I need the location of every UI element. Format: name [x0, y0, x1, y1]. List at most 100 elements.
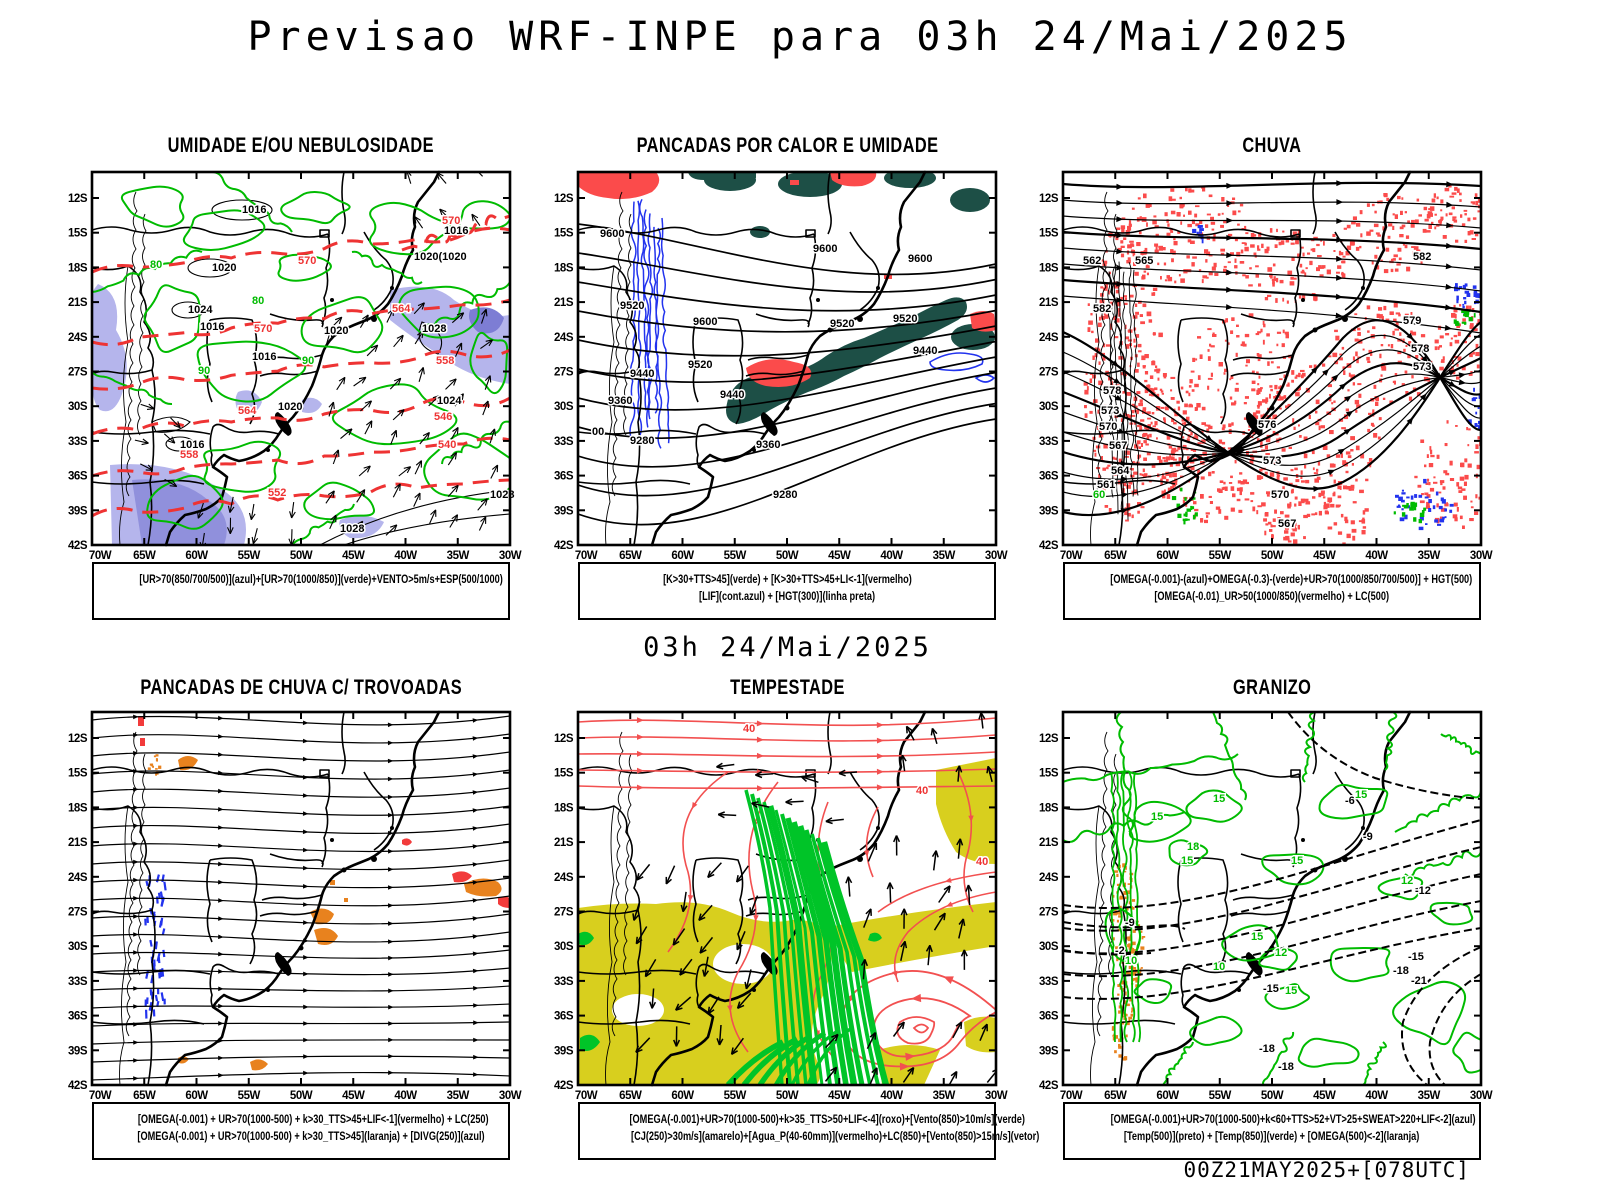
svg-text:-15: -15 — [1408, 951, 1424, 963]
svg-text:36S: 36S — [68, 471, 88, 483]
svg-text:30S: 30S — [1039, 941, 1059, 953]
svg-text:50W: 50W — [776, 550, 799, 562]
svg-text:60W: 60W — [185, 1090, 208, 1102]
panel-title-trovoadas: PANCADAS DE CHUVA C/ TROVOADAS — [140, 676, 462, 699]
caption-trovoadas: [OMEGA(-0.001) + UR>70(1000-500) + k>30_… — [92, 1102, 510, 1160]
svg-text:55W: 55W — [1209, 550, 1232, 562]
svg-text:45W: 45W — [1313, 1090, 1336, 1102]
svg-text:30S: 30S — [68, 941, 88, 953]
svg-text:60W: 60W — [671, 1090, 694, 1102]
svg-text:10: 10 — [1213, 961, 1225, 973]
svg-text:55W: 55W — [724, 1090, 747, 1102]
svg-text:42S: 42S — [68, 540, 88, 552]
svg-text:578: 578 — [1103, 385, 1121, 397]
svg-text:15S: 15S — [1039, 768, 1059, 780]
svg-text:1028: 1028 — [422, 323, 446, 335]
svg-text:-6: -6 — [1345, 795, 1355, 807]
svg-text:30W: 30W — [499, 550, 522, 562]
svg-text:1016: 1016 — [242, 204, 266, 216]
svg-text:561: 561 — [1097, 479, 1115, 491]
svg-text:42S: 42S — [1039, 1080, 1059, 1092]
svg-text:12: 12 — [1275, 947, 1287, 959]
svg-text:45W: 45W — [1313, 550, 1336, 562]
svg-text:60W: 60W — [671, 550, 694, 562]
svg-text:-12: -12 — [1415, 885, 1431, 897]
svg-text:15: 15 — [1355, 789, 1367, 801]
svg-text:36S: 36S — [1039, 471, 1059, 483]
svg-text:33S: 33S — [68, 976, 88, 988]
svg-text:40W: 40W — [880, 1090, 903, 1102]
svg-text:15S: 15S — [68, 768, 88, 780]
svg-text:27S: 27S — [554, 907, 574, 919]
svg-text:579: 579 — [1403, 315, 1421, 327]
svg-text:18S: 18S — [554, 262, 574, 274]
svg-text:30S: 30S — [554, 401, 574, 413]
panel-title-chuva: CHUVA — [1242, 134, 1302, 157]
panel-title-tempestade: TEMPESTADE — [729, 676, 845, 699]
svg-text:70W: 70W — [575, 1090, 598, 1102]
svg-text:42S: 42S — [554, 1080, 574, 1092]
svg-text:564: 564 — [1111, 465, 1130, 477]
svg-text:39S: 39S — [1039, 1045, 1059, 1057]
svg-text:552: 552 — [268, 487, 286, 499]
svg-text:40: 40 — [916, 785, 928, 797]
svg-text:-15: -15 — [1263, 983, 1279, 995]
svg-text:27S: 27S — [1039, 367, 1059, 379]
svg-text:70W: 70W — [1060, 550, 1083, 562]
svg-text:55W: 55W — [724, 550, 747, 562]
svg-text:567: 567 — [1109, 440, 1127, 452]
svg-text:567: 567 — [1278, 518, 1296, 530]
svg-text:-2: -2 — [1115, 945, 1125, 957]
svg-text:21S: 21S — [68, 837, 88, 849]
svg-text:80: 80 — [252, 295, 264, 307]
svg-text:21S: 21S — [554, 297, 574, 309]
svg-text:18S: 18S — [554, 802, 574, 814]
svg-text:24S: 24S — [554, 332, 574, 344]
svg-text:39S: 39S — [68, 1045, 88, 1057]
svg-text:30S: 30S — [68, 401, 88, 413]
svg-text:564: 564 — [238, 405, 257, 417]
svg-text:1020: 1020 — [278, 401, 302, 413]
svg-text:50W: 50W — [290, 550, 313, 562]
svg-text:40W: 40W — [1365, 550, 1388, 562]
svg-text:65W: 65W — [619, 1090, 642, 1102]
svg-text:12S: 12S — [1039, 733, 1059, 745]
svg-text:9600: 9600 — [693, 316, 717, 328]
svg-text:55W: 55W — [1209, 1090, 1232, 1102]
svg-text:00: 00 — [592, 426, 604, 438]
svg-text:582: 582 — [1413, 251, 1431, 263]
humidity-shading-layer — [92, 284, 510, 545]
svg-text:65W: 65W — [133, 550, 156, 562]
svg-text:39S: 39S — [554, 1045, 574, 1057]
svg-text:30S: 30S — [1039, 401, 1059, 413]
svg-text:9600: 9600 — [813, 243, 837, 255]
svg-text:18S: 18S — [68, 262, 88, 274]
svg-text:570: 570 — [254, 323, 272, 335]
svg-text:39S: 39S — [68, 505, 88, 517]
svg-text:65W: 65W — [133, 1090, 156, 1102]
svg-text:21S: 21S — [554, 837, 574, 849]
valid-time-label: 03h 24/Mai/2025 — [643, 632, 932, 663]
svg-text:1024: 1024 — [188, 304, 213, 316]
svg-text:39S: 39S — [1039, 505, 1059, 517]
jet-shading-layer — [578, 758, 996, 1085]
svg-text:36S: 36S — [1039, 1011, 1059, 1023]
svg-text:70W: 70W — [1060, 1090, 1083, 1102]
svg-text:36S: 36S — [554, 471, 574, 483]
svg-text:576: 576 — [1258, 419, 1276, 431]
svg-text:9440: 9440 — [913, 345, 937, 357]
svg-text:24S: 24S — [554, 872, 574, 884]
svg-text:24S: 24S — [1039, 332, 1059, 344]
svg-text:15: 15 — [1151, 811, 1163, 823]
svg-text:33S: 33S — [554, 976, 574, 988]
panel-title-granizo: GRANIZO — [1232, 676, 1312, 699]
svg-text:562: 562 — [1083, 255, 1101, 267]
svg-text:582: 582 — [1093, 303, 1111, 315]
svg-text:27S: 27S — [1039, 907, 1059, 919]
svg-text:12S: 12S — [554, 193, 574, 205]
svg-text:50W: 50W — [290, 1090, 313, 1102]
svg-text:9520: 9520 — [893, 313, 917, 325]
svg-text:21S: 21S — [1039, 297, 1059, 309]
